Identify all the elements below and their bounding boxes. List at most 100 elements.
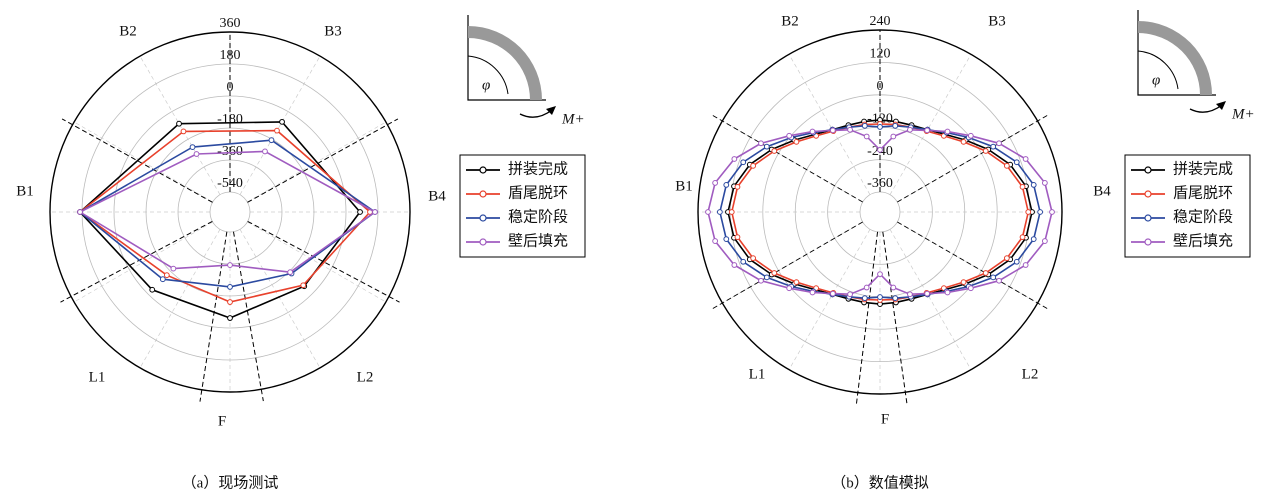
point-marker <box>763 274 770 281</box>
point-marker <box>723 181 730 188</box>
series-line <box>78 121 362 319</box>
direction-label: F <box>218 413 226 429</box>
point-marker <box>771 148 778 154</box>
point-marker <box>1013 159 1020 166</box>
radial-grid <box>247 221 387 303</box>
point-marker <box>300 282 307 289</box>
legend-marker <box>479 214 487 222</box>
inset-arrowhead <box>1216 101 1226 110</box>
point-marker <box>944 128 951 135</box>
point-marker <box>740 258 747 265</box>
point-marker <box>786 132 793 139</box>
point-marker <box>1019 234 1026 241</box>
point-marker <box>763 143 770 150</box>
point-marker <box>731 262 738 268</box>
point-marker <box>279 118 285 125</box>
point-marker <box>1003 255 1010 262</box>
point-marker <box>268 137 275 144</box>
section-line <box>247 118 399 203</box>
point-marker <box>180 128 187 135</box>
inset-angle-arc <box>467 55 509 95</box>
point-marker <box>1022 156 1029 162</box>
section-line <box>61 118 213 203</box>
point-marker <box>705 209 711 215</box>
point-marker <box>77 209 83 215</box>
point-marker <box>728 209 735 215</box>
point-marker <box>1041 238 1048 244</box>
legend-marker <box>1144 238 1152 246</box>
grid-circle <box>859 191 901 233</box>
radial-grid <box>239 55 321 195</box>
point-marker <box>1030 181 1037 188</box>
point-marker <box>847 291 853 298</box>
direction-label: L1 <box>749 366 766 382</box>
inset-moment-arrow <box>519 109 553 118</box>
point-marker <box>1037 209 1044 215</box>
point-marker <box>924 290 931 297</box>
point-marker <box>149 286 156 293</box>
r-tick-label: 180 <box>220 48 241 63</box>
legend-marker <box>1144 214 1152 222</box>
point-marker <box>758 277 764 284</box>
point-marker <box>227 315 233 321</box>
point-marker <box>892 122 899 129</box>
point-marker <box>877 271 883 278</box>
point-marker <box>1019 183 1026 190</box>
section-line <box>711 114 863 203</box>
section-line <box>247 220 400 303</box>
legend-marker <box>479 166 487 174</box>
radial-grid <box>788 229 871 370</box>
direction-label: B1 <box>675 178 693 194</box>
point-marker <box>750 255 757 262</box>
legend-label: 盾尾脱环 <box>1173 184 1233 201</box>
direction-label: B2 <box>119 23 137 39</box>
point-marker <box>877 146 883 153</box>
point-marker <box>227 284 233 290</box>
radial-grid <box>889 229 972 370</box>
point-marker <box>357 209 363 215</box>
point-marker <box>907 291 913 298</box>
point-marker <box>227 262 233 268</box>
point-marker <box>996 140 1002 147</box>
point-marker <box>967 132 974 139</box>
r-tick-label: 360 <box>220 16 241 31</box>
direction-label: B3 <box>988 13 1006 29</box>
polar-chart: -540 -360 -180 0 180 360 B2 B3 B1 B4 L1 L2 F 拼装完成盾尾脱环… <box>16 15 586 491</box>
point-marker <box>809 289 816 296</box>
r-tick-label: 240 <box>870 14 891 29</box>
point-marker <box>861 295 868 302</box>
grid-circle <box>762 94 998 330</box>
point-marker <box>170 265 177 272</box>
point-marker <box>990 274 997 281</box>
point-marker <box>731 156 738 162</box>
section-line <box>882 231 908 405</box>
point-marker <box>990 143 997 150</box>
point-marker <box>960 279 967 286</box>
direction-label: L2 <box>1022 366 1039 382</box>
point-marker <box>863 284 870 291</box>
inset-ring <box>1138 21 1212 95</box>
point-marker <box>274 127 280 134</box>
grid-circle <box>209 191 251 233</box>
section-line <box>897 114 1049 203</box>
outer-ring <box>49 31 411 393</box>
point-marker <box>907 126 913 133</box>
point-marker <box>163 272 170 279</box>
point-marker <box>1041 180 1048 186</box>
caption: （b）数值模拟 <box>831 474 929 491</box>
point-marker <box>159 276 166 283</box>
point-marker <box>758 140 764 147</box>
r-tick-label: 120 <box>870 47 891 62</box>
point-marker <box>847 126 853 133</box>
point-marker <box>287 269 294 276</box>
point-marker <box>809 128 816 135</box>
direction-label: B2 <box>781 13 799 29</box>
direction-label: B1 <box>16 183 34 199</box>
inset-moment-label: M+ <box>1231 106 1255 122</box>
point-marker <box>1025 209 1032 215</box>
section-line <box>60 220 213 303</box>
section-line <box>232 231 264 402</box>
point-marker <box>982 270 989 276</box>
direction-label: B3 <box>324 23 342 39</box>
